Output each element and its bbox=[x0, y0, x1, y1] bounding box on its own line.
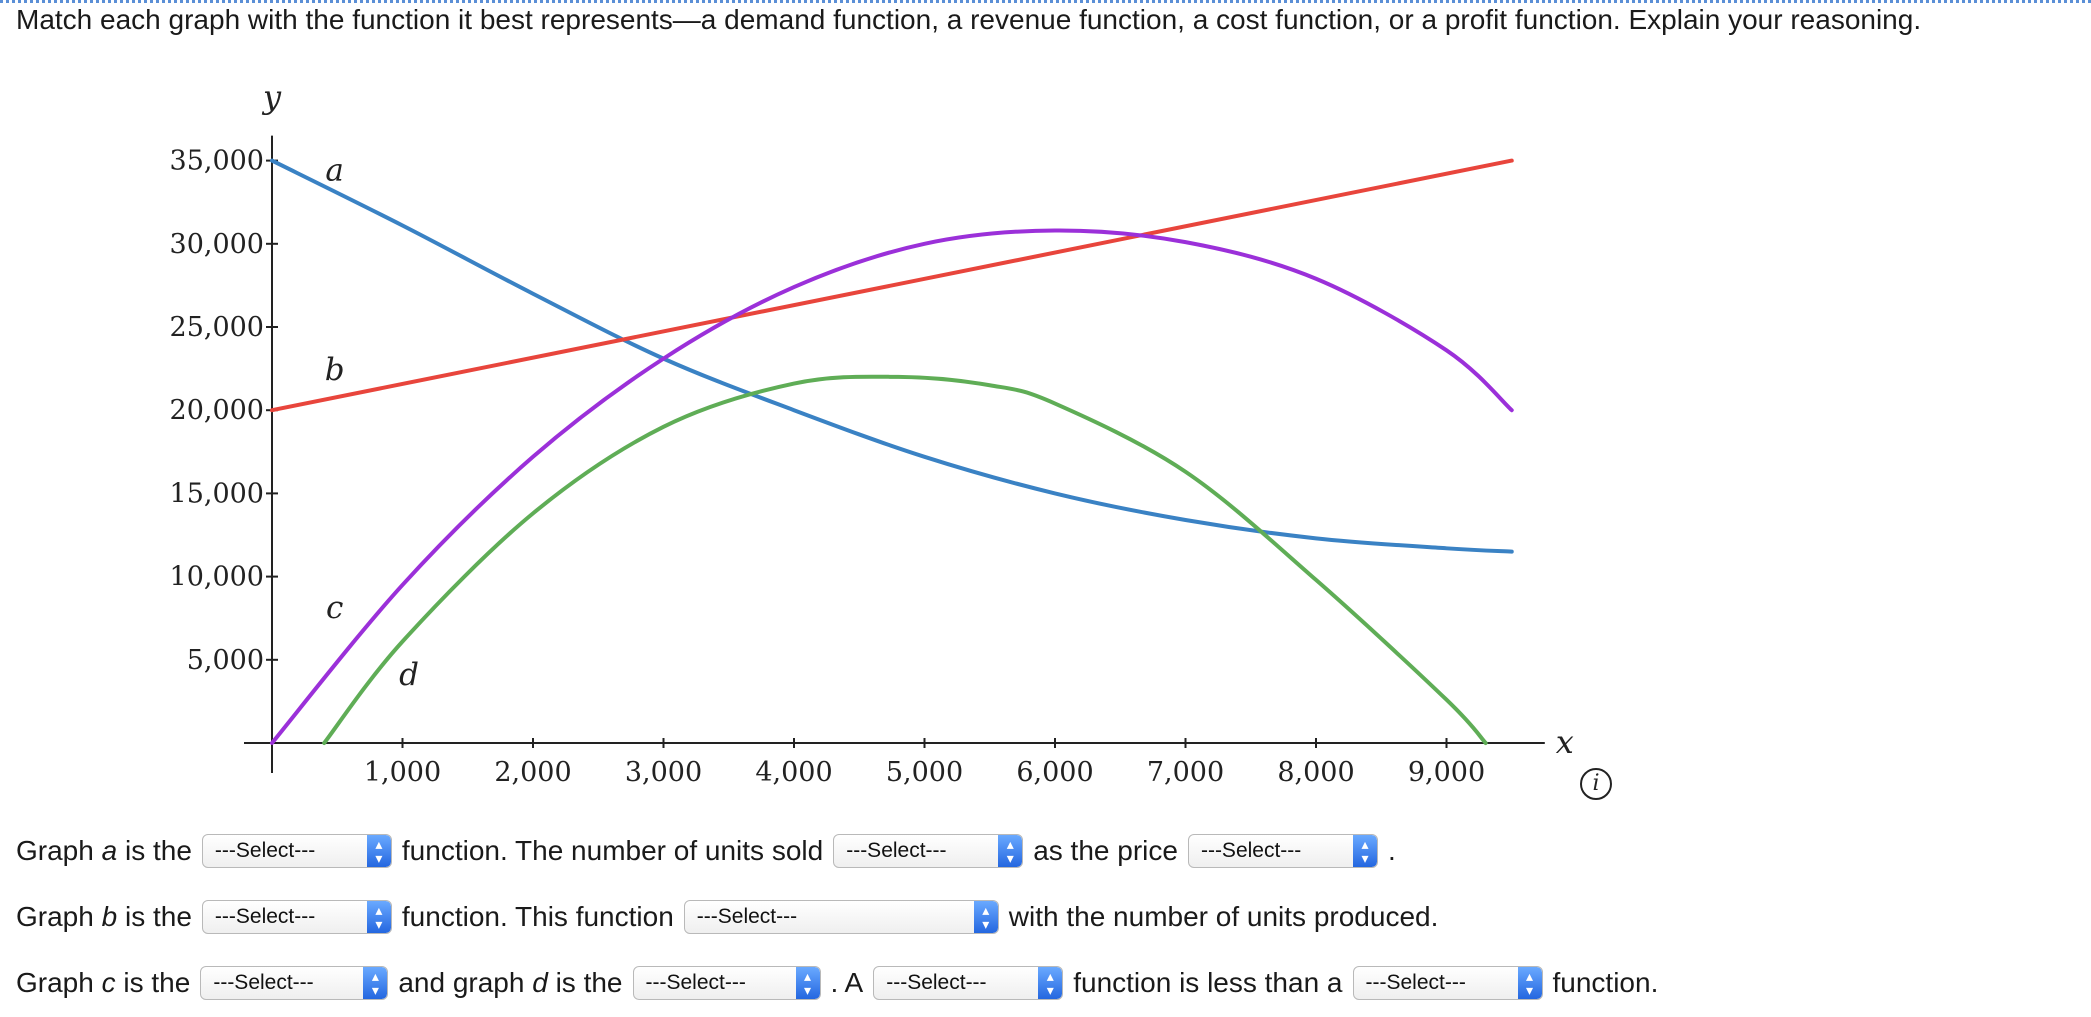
chevron-updown-icon: ▴ ▾ bbox=[998, 835, 1023, 867]
row-a-text-2: function. The number of units sold bbox=[401, 835, 824, 866]
y-tick-label: 25,000 bbox=[170, 312, 264, 343]
question-prompt: Match each graph with the function it be… bbox=[16, 4, 1922, 35]
chevron-updown-icon: ▴ ▾ bbox=[973, 901, 998, 933]
row-cd-word-andgraph: and graph bbox=[398, 967, 525, 998]
row-cd-text-3: . A bbox=[830, 967, 864, 998]
select-value: ---Select--- bbox=[696, 905, 798, 928]
row-a-graph-var: a bbox=[101, 835, 118, 866]
row-cd-text-1: Graph c is the bbox=[16, 967, 190, 999]
chart-area: 1,000 2,000 3,000 4,000 5,000 6,000 7,000 8,000… bbox=[170, 78, 1574, 788]
select-value: ---Select--- bbox=[214, 839, 316, 862]
row-b-text-3: with the number of units produced. bbox=[1008, 901, 1439, 932]
chevron-updown-icon: ▴ ▾ bbox=[1352, 835, 1377, 867]
question-row-a: Graph a is the ---Select--- ▴ ▾ function.… bbox=[16, 831, 1406, 871]
row-cd-word-isthe: is the bbox=[123, 967, 191, 998]
select-value: ---Select--- bbox=[645, 971, 746, 994]
row-cd-graph-var-d: d bbox=[532, 967, 548, 998]
x-tick-label: 1,000 bbox=[364, 757, 441, 788]
y-tick-label: 35,000 bbox=[170, 146, 264, 177]
chevron-updown-icon: ▴ ▾ bbox=[363, 967, 388, 999]
curve-label-c: c bbox=[326, 590, 343, 626]
curve-label-d: d bbox=[399, 657, 419, 693]
x-axis-label: x bbox=[1556, 723, 1574, 761]
y-tick-label: 30,000 bbox=[170, 229, 264, 260]
x-tick-label: 7,000 bbox=[1147, 757, 1224, 788]
row-a-price-select[interactable]: ---Select--- ▴ ▾ bbox=[1187, 834, 1378, 868]
row-d-function-select[interactable]: ---Select--- ▴ ▾ bbox=[632, 966, 821, 1000]
select-value: ---Select--- bbox=[886, 971, 987, 994]
row-cd-word-isthe-2: is the bbox=[555, 967, 623, 998]
x-tick-label: 3,000 bbox=[625, 757, 702, 788]
y-tick-label: 15,000 bbox=[170, 478, 264, 509]
row-a-text-3: as the price bbox=[1033, 835, 1178, 866]
chevron-updown-icon: ▴ ▾ bbox=[366, 901, 391, 933]
series-line-d bbox=[322, 374, 1488, 745]
row-a-word-graph: Graph bbox=[16, 835, 94, 866]
y-tick-label: 5,000 bbox=[187, 645, 264, 676]
x-tick-label: 2,000 bbox=[494, 757, 571, 788]
select-value: ---Select--- bbox=[213, 971, 314, 994]
series-line-c bbox=[270, 228, 1514, 745]
top-dotted-rule bbox=[0, 0, 2091, 3]
row-cd-text-5: function. bbox=[1552, 967, 1659, 998]
x-tick-label: 4,000 bbox=[755, 757, 832, 788]
curve-label-a: a bbox=[325, 153, 343, 189]
row-b-text-1: Graph b is the bbox=[16, 901, 192, 933]
row-b-graph-var: b bbox=[101, 901, 118, 932]
x-tick-label: 6,000 bbox=[1016, 757, 1093, 788]
chevron-updown-icon: ▴ ▾ bbox=[1038, 967, 1063, 999]
row-cd-lesser-function-select[interactable]: ---Select--- ▴ ▾ bbox=[873, 966, 1064, 1000]
curve-label-b: b bbox=[325, 352, 345, 388]
question-row-cd: Graph c is the ---Select--- ▴ ▾ and graph… bbox=[16, 963, 1668, 1003]
row-b-word-graph: Graph bbox=[16, 901, 94, 932]
row-b-word-isthe: is the bbox=[124, 901, 192, 932]
row-cd-text-2: and graph d is the bbox=[398, 967, 622, 999]
row-a-period: . bbox=[1387, 835, 1396, 866]
row-b-behavior-select[interactable]: ---Select--- ▴ ▾ bbox=[683, 900, 999, 934]
row-a-function-select[interactable]: ---Select--- ▴ ▾ bbox=[201, 834, 392, 868]
row-cd-graph-var-c: c bbox=[101, 967, 116, 998]
chevron-updown-icon: ▴ ▾ bbox=[795, 967, 820, 999]
row-a-units-sold-select[interactable]: ---Select--- ▴ ▾ bbox=[833, 834, 1024, 868]
row-c-function-select[interactable]: ---Select--- ▴ ▾ bbox=[200, 966, 389, 1000]
row-a-word-isthe: is the bbox=[124, 835, 192, 866]
x-tick-label: 9,000 bbox=[1408, 757, 1485, 788]
select-value: ---Select--- bbox=[846, 839, 947, 862]
info-icon[interactable]: i bbox=[1580, 768, 1612, 800]
row-b-text-2: function. This function bbox=[401, 901, 674, 932]
y-tick-label: 20,000 bbox=[170, 395, 264, 426]
row-a-text-1: Graph a is the bbox=[16, 835, 192, 867]
row-cd-text-4: function is less than a bbox=[1073, 967, 1343, 998]
select-value: ---Select--- bbox=[1365, 971, 1466, 994]
x-tick-label: 8,000 bbox=[1277, 757, 1354, 788]
row-cd-greater-function-select[interactable]: ---Select--- ▴ ▾ bbox=[1352, 966, 1543, 1000]
series-line-b bbox=[270, 158, 1514, 413]
chevron-updown-icon: ▴ ▾ bbox=[1517, 967, 1542, 999]
select-value: ---Select--- bbox=[1200, 839, 1302, 862]
row-b-function-select[interactable]: ---Select--- ▴ ▾ bbox=[201, 900, 392, 934]
series-line-a bbox=[270, 158, 1514, 554]
question-row-b: Graph b is the ---Select--- ▴ ▾ function.… bbox=[16, 897, 1448, 937]
select-value: ---Select--- bbox=[214, 905, 316, 928]
chevron-updown-icon: ▴ ▾ bbox=[366, 835, 391, 867]
x-tick-label: 5,000 bbox=[886, 757, 963, 788]
row-cd-word-graph: Graph bbox=[16, 967, 94, 998]
y-tick-label: 10,000 bbox=[170, 562, 264, 593]
chart-layer: 1,000 2,000 3,000 4,000 5,000 6,000 7,000 8,000… bbox=[170, 78, 1574, 788]
y-axis-label: y bbox=[261, 78, 282, 116]
